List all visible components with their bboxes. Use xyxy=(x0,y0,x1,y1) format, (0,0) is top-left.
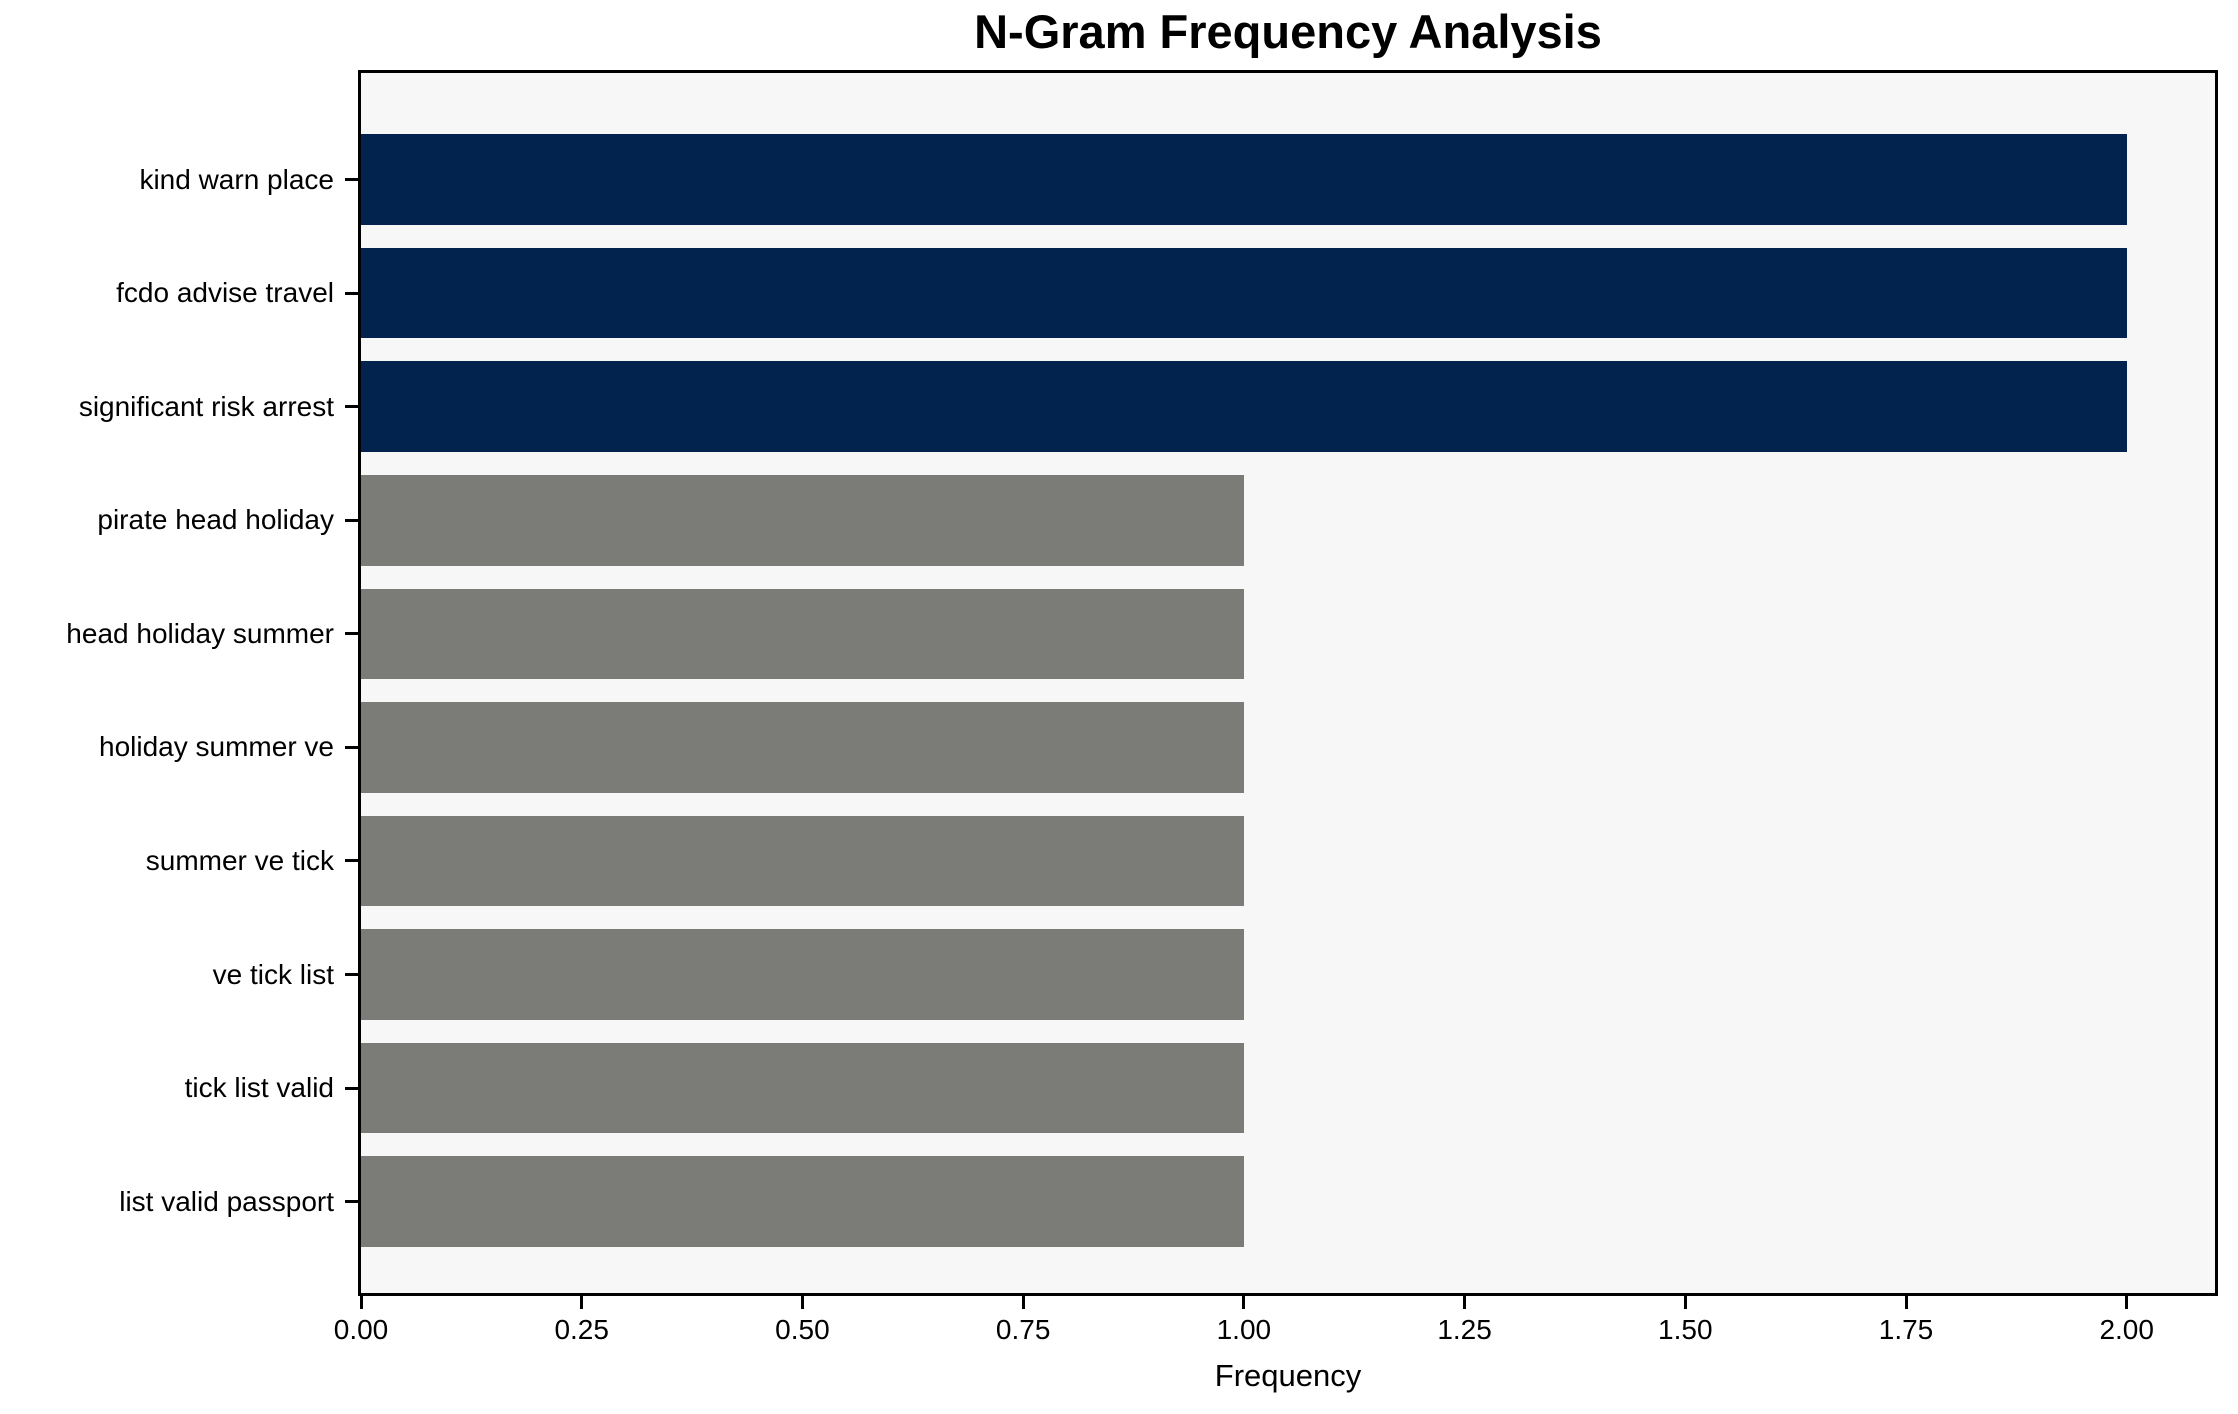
y-tick-label: head holiday summer xyxy=(66,617,334,649)
y-tick-label: significant risk arrest xyxy=(78,390,334,422)
x-tick-mark xyxy=(359,1296,363,1309)
x-tick-label: 0.75 xyxy=(995,1314,1051,1345)
x-tick-label: 0.00 xyxy=(333,1314,389,1345)
bar-summer-ve-tick xyxy=(361,815,1244,907)
y-tick-label: tick list valid xyxy=(184,1072,334,1104)
x-tick-label: 1.75 xyxy=(1878,1314,1934,1345)
y-tick-mark xyxy=(345,405,358,409)
x-tick-mark xyxy=(1683,1296,1687,1309)
y-tick-mark xyxy=(345,1200,358,1204)
bar-kind-warn-place xyxy=(361,134,2127,225)
y-tick-mark xyxy=(345,518,358,522)
bar-fcdo-advise-travel xyxy=(361,247,2127,339)
bar-ve-tick-list xyxy=(361,929,1244,1020)
y-tick-mark xyxy=(345,859,358,863)
x-tick-mark xyxy=(800,1296,804,1309)
y-tick-label: list valid passport xyxy=(119,1185,334,1217)
x-tick-mark xyxy=(1463,1296,1467,1309)
y-tick-mark xyxy=(345,973,358,977)
y-tick-label: pirate head holiday xyxy=(97,504,334,536)
x-tick-mark xyxy=(1242,1296,1246,1309)
x-tick-label: 1.25 xyxy=(1437,1314,1492,1345)
bar-pirate-head-holiday xyxy=(361,474,1244,566)
y-tick-label: ve tick list xyxy=(212,958,334,990)
bar-list-valid-passport xyxy=(361,1156,1244,1247)
y-tick-mark xyxy=(345,745,358,749)
x-tick-label: 1.00 xyxy=(1216,1314,1272,1345)
y-tick-label: fcdo advise travel xyxy=(116,277,334,309)
x-tick-mark xyxy=(580,1296,584,1309)
x-tick-label: 0.50 xyxy=(775,1314,830,1345)
x-tick-label: 1.50 xyxy=(1658,1314,1713,1345)
y-tick-label: summer ve tick xyxy=(145,844,334,876)
y-tick-label: holiday summer ve xyxy=(99,731,334,763)
y-tick-mark xyxy=(345,632,358,636)
bar-holiday-summer-ve xyxy=(361,702,1244,793)
x-tick-label: 2.00 xyxy=(2099,1314,2154,1345)
bar-tick-list-valid xyxy=(361,1042,1244,1134)
bar-significant-risk-arrest xyxy=(361,361,2127,452)
x-tick-mark xyxy=(1021,1296,1025,1309)
y-tick-label: kind warn place xyxy=(139,163,334,195)
y-tick-mark xyxy=(345,178,358,181)
y-tick-mark xyxy=(345,291,358,295)
x-tick-label: 0.25 xyxy=(554,1314,609,1345)
chart-title: N-Gram Frequency Analysis xyxy=(974,5,1602,58)
x-tick-mark xyxy=(2125,1296,2129,1309)
y-tick-mark xyxy=(345,1086,358,1090)
bar-head-holiday-summer xyxy=(361,588,1244,680)
x-tick-mark xyxy=(1904,1296,1908,1309)
plot-area xyxy=(358,70,2218,1296)
x-axis-label: Frequency xyxy=(1214,1358,1362,1393)
